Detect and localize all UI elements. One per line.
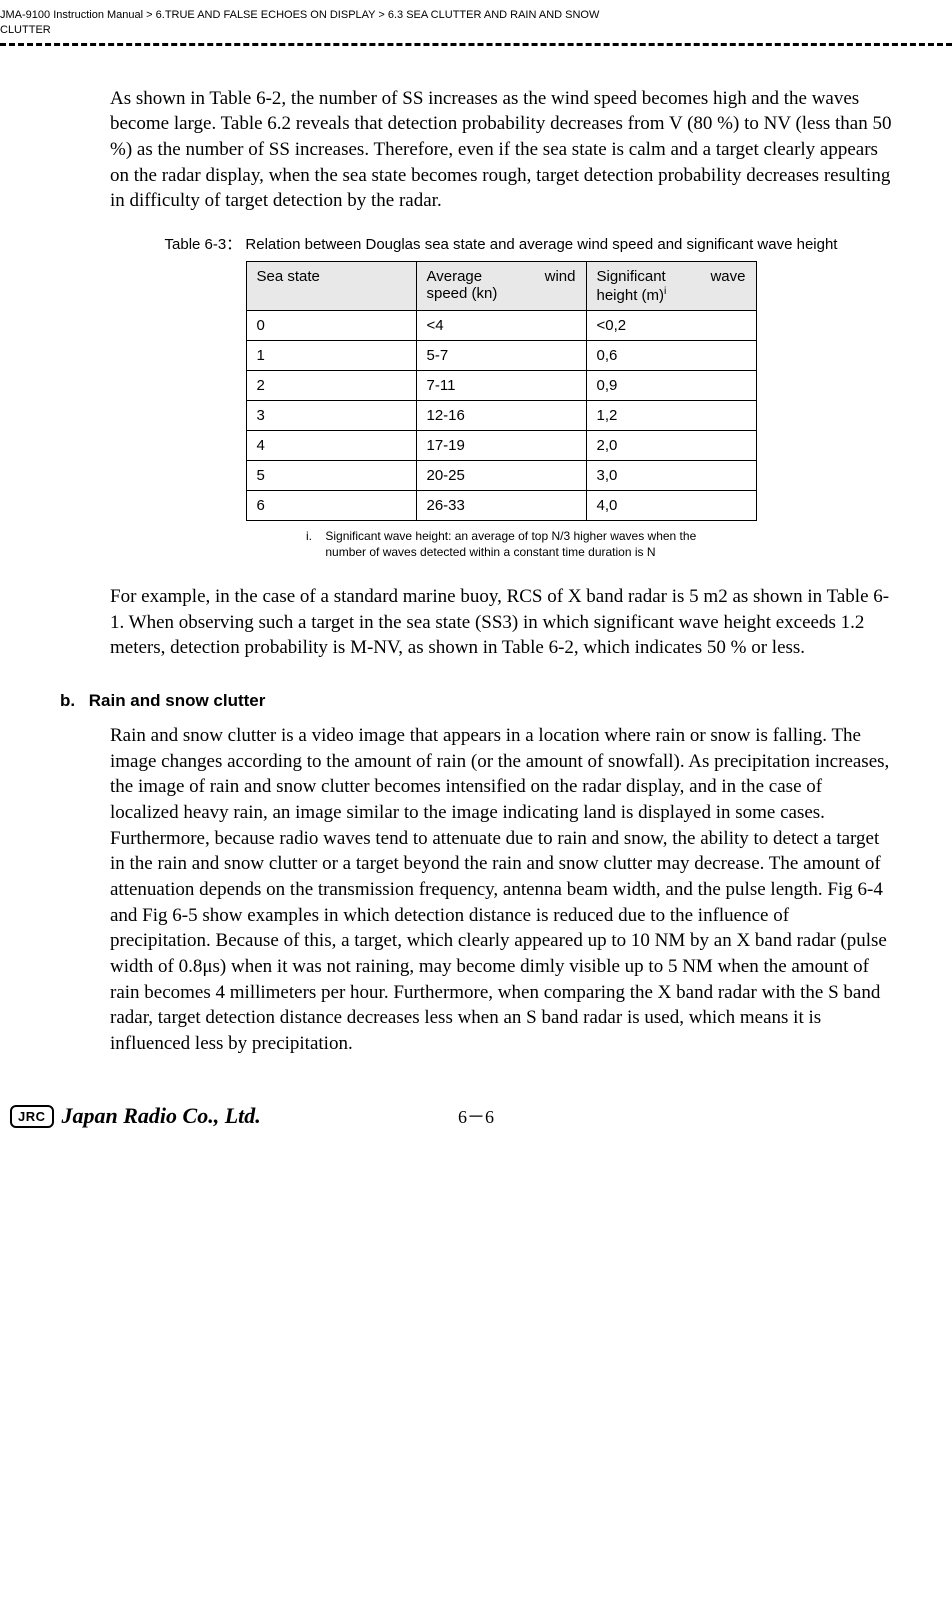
sea-state-table: Sea state Average wind speed (kn) Signif… xyxy=(246,261,757,521)
table-row: 2 7-11 0,9 xyxy=(246,370,756,400)
breadcrumb-item: JMA-9100 Instruction Manual xyxy=(0,9,143,21)
th-wind-speed: Average wind speed (kn) xyxy=(416,261,586,310)
jrc-logo-box: JRC xyxy=(10,1105,54,1128)
table-row: 6 26-33 4,0 xyxy=(246,490,756,520)
breadcrumb: JMA-9100 Instruction Manual > 6.TRUE AND… xyxy=(0,0,952,43)
breadcrumb-item: CLUTTER xyxy=(0,24,51,36)
breadcrumb-item: 6.3 SEA CLUTTER AND RAIN AND SNOW xyxy=(388,9,600,21)
th-sea-state: Sea state xyxy=(246,261,416,310)
breadcrumb-sep: > xyxy=(146,9,152,21)
table-row: 4 17-19 2,0 xyxy=(246,430,756,460)
subsection-b: b. Rain and snow clutter Rain and snow c… xyxy=(60,691,892,1056)
table-row: 1 5-7 0,6 xyxy=(246,340,756,370)
page-number: 6－6 xyxy=(458,1103,494,1129)
table-caption: Table 6-3： Relation between Douglas sea … xyxy=(110,234,892,255)
breadcrumb-item: 6.TRUE AND FALSE ECHOES ON DISPLAY xyxy=(156,9,376,21)
breadcrumb-sep: > xyxy=(378,9,384,21)
company-name: Japan Radio Co., Ltd. xyxy=(62,1103,261,1129)
page-footer: JRC Japan Radio Co., Ltd. 6－6 xyxy=(0,1106,952,1146)
paragraph-2: For example, in the case of a standard m… xyxy=(110,584,892,661)
table-row: 5 20-25 3,0 xyxy=(246,460,756,490)
table-row: 3 12-16 1,2 xyxy=(246,400,756,430)
subsection-heading: b. Rain and snow clutter xyxy=(60,691,892,711)
subsection-body: Rain and snow clutter is a video image t… xyxy=(110,723,892,1056)
paragraph-1: As shown in Table 6-2, the number of SS … xyxy=(110,86,892,214)
table-body: 0 <4 <0,2 1 5-7 0,6 2 7-11 0,9 3 12-16 1… xyxy=(246,310,756,520)
table-footnote: i. Significant wave height: an average o… xyxy=(286,529,716,560)
table-row: 0 <4 <0,2 xyxy=(246,310,756,340)
footer-logo: JRC Japan Radio Co., Ltd. xyxy=(10,1103,261,1129)
divider-dashed xyxy=(0,43,952,46)
th-wave-height: Significant wave height (m)i xyxy=(586,261,756,310)
